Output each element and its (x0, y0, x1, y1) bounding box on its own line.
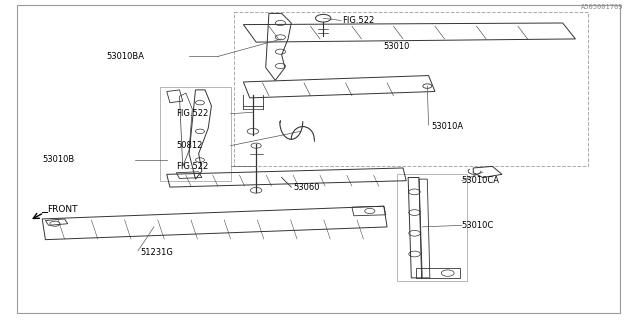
Text: 53060: 53060 (293, 183, 319, 192)
Text: 53010CA: 53010CA (462, 176, 500, 185)
Text: A505001709: A505001709 (581, 4, 623, 10)
Text: 53010C: 53010C (462, 221, 494, 230)
Text: FIG.522: FIG.522 (176, 162, 209, 171)
Text: FIG.522: FIG.522 (342, 16, 374, 25)
Text: 50812: 50812 (176, 141, 203, 150)
FancyBboxPatch shape (17, 5, 620, 313)
Text: 53010BA: 53010BA (106, 52, 144, 61)
Text: 53010: 53010 (384, 42, 410, 52)
Text: 53010B: 53010B (42, 156, 74, 164)
Text: 51231G: 51231G (140, 248, 173, 257)
Text: FRONT: FRONT (47, 205, 77, 214)
Text: 53010A: 53010A (432, 122, 464, 131)
Text: FIG.522: FIG.522 (176, 109, 209, 118)
